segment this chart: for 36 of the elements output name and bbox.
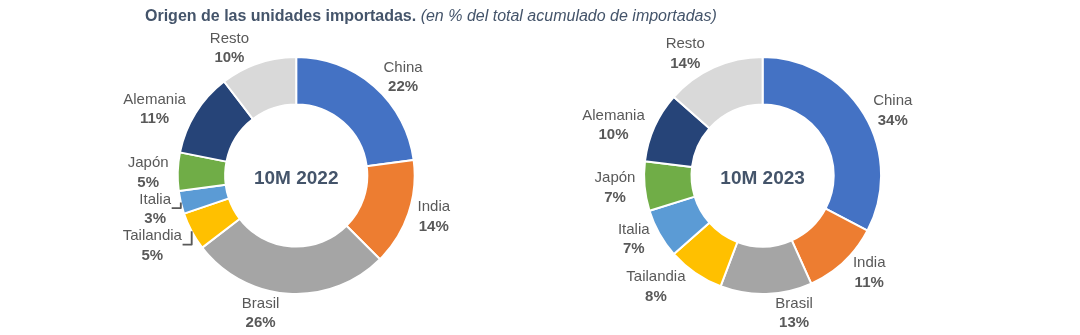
slice-label: Brasil	[241, 293, 280, 311]
slice-label: Japón	[127, 153, 169, 171]
slice-label: Tailandia	[122, 226, 183, 244]
data-label: 14%	[418, 216, 449, 234]
data-label: 14%	[670, 53, 701, 71]
data-label: 11%	[854, 272, 884, 290]
text: 10M 2023	[720, 167, 805, 189]
slice-label: Italia	[617, 219, 651, 237]
data-label: 8%	[645, 286, 667, 304]
slice-label: Resto	[209, 28, 249, 46]
slice-label: Alemania	[582, 105, 646, 123]
data-label: 10%	[598, 125, 629, 143]
data-label: 26%	[245, 313, 276, 331]
slice-label: Japón	[594, 168, 636, 186]
data-label: 22%	[388, 77, 419, 95]
data-label: 34%	[877, 110, 908, 128]
slice-label: Tailandia	[626, 267, 687, 285]
data-label: 7%	[622, 239, 645, 257]
slice-label: Italia	[139, 189, 172, 207]
data-label: 5%	[141, 245, 164, 263]
text: (en % del total acumulado de importadas)	[420, 7, 717, 24]
slice-label: Brasil	[775, 293, 813, 311]
slice-label: China	[873, 91, 913, 109]
data-label: 11%	[139, 109, 170, 127]
text: 10M 2022	[253, 167, 339, 189]
slice-label: Resto	[665, 34, 705, 52]
data-label: 10%	[214, 48, 245, 66]
data-label: 13%	[779, 313, 810, 331]
slice-label: China	[383, 57, 424, 75]
slice-label: India	[852, 253, 887, 271]
data-label: 3%	[144, 209, 167, 227]
data-label: 5%	[137, 172, 160, 190]
chart-title: Origen de las unidades importadas.	[145, 7, 417, 24]
slice-label: India	[417, 197, 451, 215]
slice-label: Alemania	[123, 89, 187, 107]
data-label: 7%	[604, 187, 626, 205]
